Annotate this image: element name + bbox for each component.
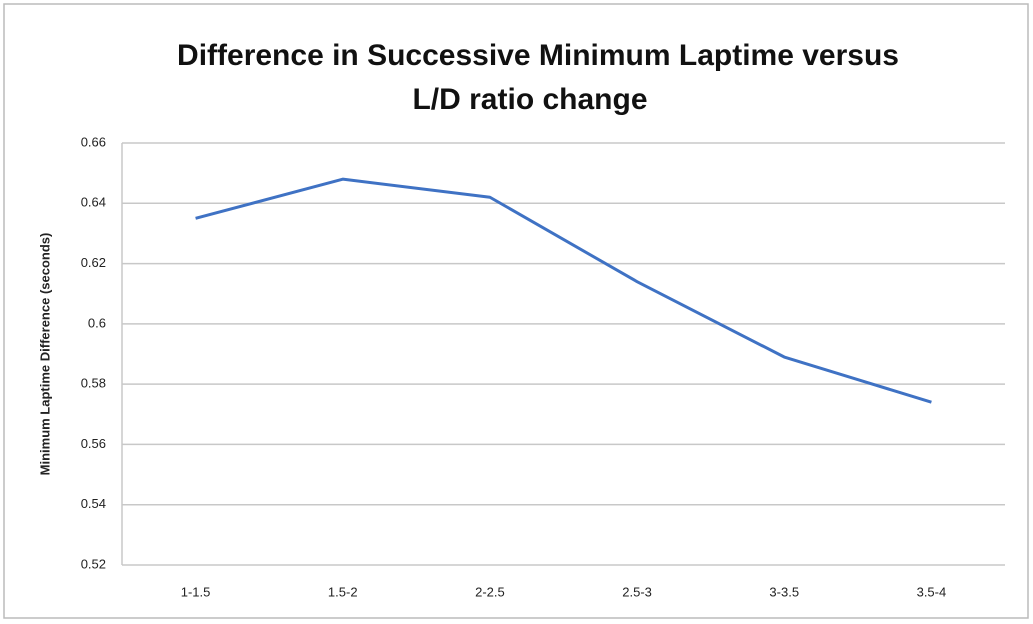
x-tick-label: 2-2.5 <box>475 584 505 599</box>
x-tick-label: 3.5-4 <box>917 584 947 599</box>
chart-border <box>3 3 1029 619</box>
y-tick-label: 0.6 <box>88 315 106 330</box>
y-tick-label: 0.58 <box>81 376 106 391</box>
line <box>195 177 932 404</box>
y-tick-label: 0.62 <box>81 255 106 270</box>
chart-title: L/D ratio change <box>412 83 647 116</box>
y-tick-label: 0.52 <box>81 556 106 571</box>
x-tick-label: 2.5-3 <box>622 584 652 599</box>
y-tick-label: 0.64 <box>81 195 106 210</box>
y-axis-label: Minimum Laptime Difference (seconds) <box>37 233 52 476</box>
x-tick-label: 1-1.5 <box>181 584 211 599</box>
chart-title: Difference in Successive Minimum Laptime… <box>177 39 899 72</box>
y-tick-label: 0.56 <box>81 436 106 451</box>
x-tick-label: 1.5-2 <box>328 584 358 599</box>
y-tick-label: 0.66 <box>81 134 106 149</box>
x-tick-label: 3-3.5 <box>769 584 799 599</box>
y-tick-label: 0.54 <box>81 496 106 511</box>
